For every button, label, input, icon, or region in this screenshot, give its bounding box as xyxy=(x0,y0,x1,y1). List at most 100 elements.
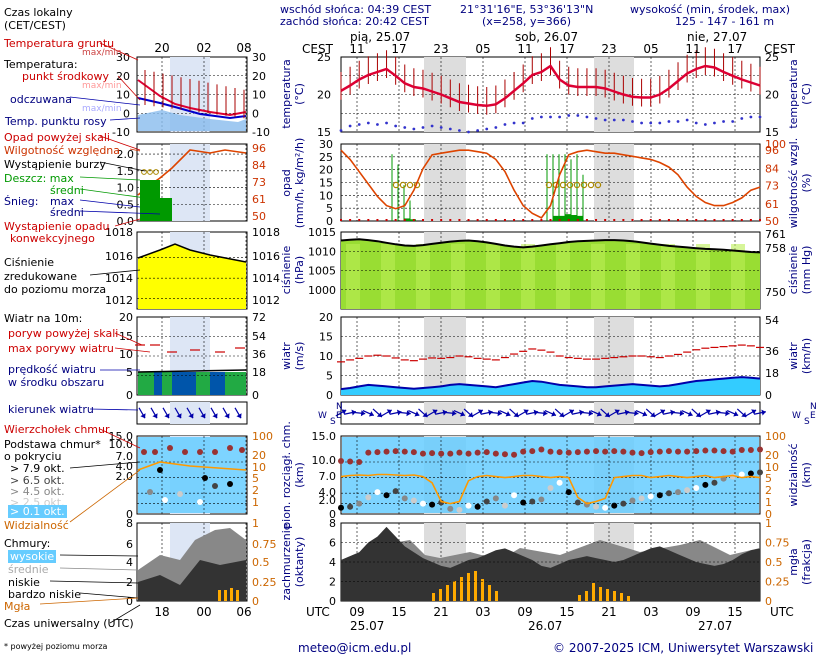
wind-arrow-head xyxy=(751,409,757,415)
compass-letter: W xyxy=(792,411,801,421)
legend-utc: Czas uniwersalny (UTC) xyxy=(4,617,134,630)
ytick-wind-left: 20 xyxy=(319,311,333,324)
legend-ytick: 0.5 xyxy=(117,198,135,211)
ytick-fog-right: 0.5 xyxy=(765,556,783,569)
conv-marker xyxy=(731,219,734,221)
legend-bottom-hour: 18 xyxy=(154,605,169,619)
ytick-wind-right: 0 xyxy=(765,389,772,402)
legend-cloud-top-dot xyxy=(167,445,173,451)
ytick-fog-right: 0 xyxy=(765,595,772,608)
legend-cloud-top-dot xyxy=(227,445,233,451)
day-label: nie, 27.07 xyxy=(687,30,747,44)
conv-marker xyxy=(394,219,397,221)
fog-bar xyxy=(474,571,477,601)
conv-marker xyxy=(494,219,497,221)
ytick-vis-right: 0 xyxy=(765,508,772,521)
compass-letter: S xyxy=(330,417,336,427)
cloud-base-dot xyxy=(520,499,527,506)
legend-ytick: 1012 xyxy=(105,294,133,307)
panel-label-temp-right: temperatura (°C) xyxy=(787,59,813,128)
ytick-fog-right: 0.25 xyxy=(765,576,790,589)
cloud-base-dot xyxy=(392,488,399,495)
wind-arrow xyxy=(600,408,611,418)
legend-clouds-high: wysokie xyxy=(8,550,57,563)
rain-mid-bar xyxy=(565,214,571,221)
conv-marker xyxy=(640,219,643,221)
panel-label-rain-left-line: opad xyxy=(280,169,293,196)
dew-point xyxy=(640,121,643,125)
compass-letter: W xyxy=(318,411,327,421)
legend-wind-avg2: w środku obszaru xyxy=(8,376,105,389)
wind-arrow-head xyxy=(497,410,502,417)
cloud-base-dot xyxy=(629,497,636,504)
wind-arrow xyxy=(362,410,375,417)
ytick-vis-right: 5 xyxy=(765,472,772,485)
cloud-top-dot xyxy=(365,449,372,456)
legend-dew: Temp. punktu rosy xyxy=(5,115,107,128)
dew-point xyxy=(512,121,516,125)
cloud-top-dot xyxy=(474,449,481,456)
day-label: sob, 26.07 xyxy=(515,30,578,44)
wind-arrow xyxy=(654,409,666,417)
legend-rain: Deszcz: max xyxy=(4,172,74,185)
ytick-temp-right: 25 xyxy=(765,51,779,64)
cloud-top-dot xyxy=(492,450,499,457)
wind-arrow xyxy=(489,410,502,417)
sunrise-text: wschód słońca: 04:39 CEST xyxy=(280,3,432,16)
storm-marker xyxy=(392,181,400,189)
cloud-top-dot xyxy=(392,448,399,455)
cloud-base-dot xyxy=(656,492,663,499)
wind-arrow xyxy=(626,410,639,417)
wind-arrow xyxy=(754,409,766,416)
legend-wind-arrow xyxy=(198,407,206,419)
legend-leader xyxy=(99,42,139,61)
legend-wind-arrow xyxy=(186,407,194,419)
cloud-base-dot xyxy=(675,489,682,496)
email-link[interactable]: meteo@icm.edu.pl xyxy=(298,641,412,655)
panel-label-temp-right-line: temperatura xyxy=(787,59,800,128)
panel-label-cloudbase-left-line: (km) xyxy=(293,462,306,488)
panel-label-temp-right-line: (°C) xyxy=(800,83,813,105)
legend-humidity: Wilgotność względna xyxy=(4,144,121,157)
cloud-base-dot xyxy=(593,503,600,510)
conv-marker xyxy=(476,219,479,221)
fog-bar xyxy=(481,579,484,601)
dew-point xyxy=(503,123,507,126)
dew-point xyxy=(594,117,598,120)
ytick-humidity-right: 50 xyxy=(765,215,779,228)
wind-arrow-head xyxy=(761,409,766,416)
legend-cloud-base-dot xyxy=(162,497,168,503)
legend-cloud-top-dot xyxy=(152,449,158,455)
conv-marker xyxy=(412,219,415,221)
wind-arrow xyxy=(472,409,484,417)
cloud-top-dot xyxy=(465,450,472,457)
legend-ytick: 1016 xyxy=(105,250,133,263)
bottom-hour-label: 03 xyxy=(643,605,658,619)
legend-okt1: > 7.9 okt. xyxy=(10,462,65,475)
ytick-rain-left: 20 xyxy=(319,164,333,177)
wind-arrow-head xyxy=(650,412,656,418)
conv-marker xyxy=(503,219,506,221)
pressure-shade xyxy=(556,244,570,309)
conv-marker xyxy=(667,219,670,221)
legend-ytick: 6 xyxy=(126,538,133,551)
cloud-top-dot xyxy=(501,451,508,458)
dew-point xyxy=(685,118,689,122)
cloud-top-dot xyxy=(675,448,682,455)
cloud-base-dot xyxy=(529,498,536,505)
cloud-top-dot xyxy=(711,447,718,454)
conv-marker xyxy=(421,219,424,221)
cloud-base-dot xyxy=(556,479,563,486)
legend-cloud-top-dot xyxy=(182,449,188,455)
legend-leader xyxy=(117,75,141,101)
panel-label-pressure-right-line: ciśnienie xyxy=(787,246,800,295)
cloud-base-dot xyxy=(711,479,718,486)
legend-ytick-right: 10 xyxy=(252,461,266,474)
wind-arrow-head xyxy=(414,411,420,417)
conv-marker xyxy=(403,219,406,221)
day-label: pią, 25.07 xyxy=(350,30,410,44)
bottom-unit-right: UTC xyxy=(770,605,794,619)
dew-point xyxy=(476,129,480,132)
legend-leader xyxy=(69,469,141,523)
legend-ytick-right: 10 xyxy=(252,89,266,102)
